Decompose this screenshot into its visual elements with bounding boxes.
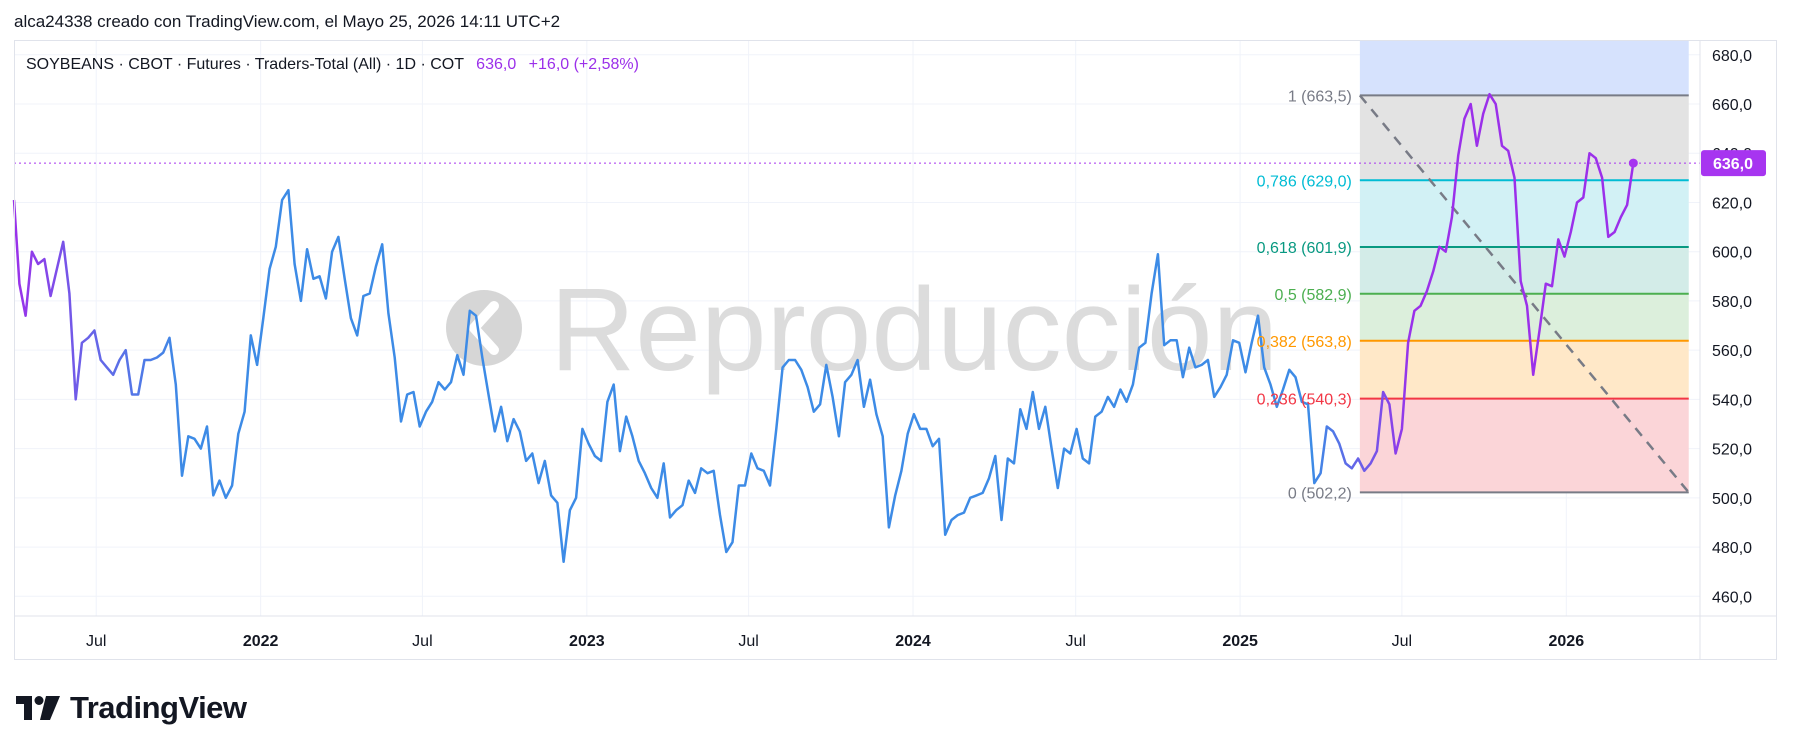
y-tick-label: 500,0	[1712, 491, 1752, 508]
legend-change: +16,0 (+2,58%)	[529, 56, 639, 73]
fib-level-label: 1 (663,5)	[1288, 88, 1352, 105]
brand-name: TradingView	[70, 690, 247, 725]
replay-watermark: Reproducción	[446, 264, 1278, 396]
x-tick-label: Jul	[1065, 633, 1085, 650]
x-tick-label: 2022	[243, 633, 279, 650]
chart-credit: alca24338 creado con TradingView.com, el…	[14, 12, 561, 31]
fib-band	[1359, 293, 1689, 341]
y-tick-label: 620,0	[1712, 195, 1752, 212]
brand[interactable]: TradingView	[16, 690, 247, 726]
last-point-marker	[1628, 158, 1638, 168]
y-tick-label: 460,0	[1712, 589, 1752, 606]
fib-band	[1359, 340, 1689, 399]
fib-level-label: 0,618 (601,9)	[1257, 240, 1352, 257]
x-tick-label: 2026	[1549, 633, 1585, 650]
x-tick-label: Jul	[412, 633, 432, 650]
y-tick-label: 480,0	[1712, 540, 1752, 557]
y-tick-label: 560,0	[1712, 343, 1752, 360]
fib-level-label: 0 (502,2)	[1288, 485, 1352, 502]
time-axis: Jul 2022 Jul 2023 Jul 2024 Jul 2025 Jul 2026	[14, 40, 1777, 660]
x-tick-label: Jul	[738, 633, 758, 650]
price-axis: 460,0 480,0 500,0 520,0 540,0 560,0 580,0 600,0…	[1700, 40, 1777, 616]
legend-symbol: SOYBEANS · CBOT · Futures · Traders-Tota…	[26, 56, 464, 73]
x-tick-label: 2023	[569, 633, 605, 650]
y-tick-label: 680,0	[1712, 48, 1752, 65]
y-tick-label: 520,0	[1712, 442, 1752, 459]
fib-level-label: 0,236 (540,3)	[1257, 392, 1352, 409]
fib-band	[1359, 180, 1689, 248]
y-tick-label: 580,0	[1712, 294, 1752, 311]
x-tick-label: 2025	[1222, 633, 1258, 650]
last-price-badge: 636,0	[1701, 150, 1766, 177]
watermark-text: Reproducción	[550, 264, 1278, 396]
series-layer	[12, 92, 1638, 564]
price-badge-bg	[1701, 150, 1766, 177]
series-line	[12, 92, 1635, 564]
fib-band	[1359, 247, 1689, 294]
y-tick-label: 600,0	[1712, 245, 1752, 262]
legend-value: 636,0	[476, 56, 516, 73]
x-tick-label: 2024	[895, 633, 931, 650]
x-tick-label: Jul	[1392, 633, 1412, 650]
fib-level-label: 0,382 (563,8)	[1257, 334, 1352, 351]
fib-band	[1359, 398, 1689, 493]
price-axis-bg	[1700, 40, 1777, 616]
fib-band-top	[1359, 40, 1689, 96]
svg-text:SOYBEANS · CBOT · Futures · Tr: SOYBEANS · CBOT · Futures · Traders-Tota…	[26, 56, 639, 73]
fib-level-label: 0,786 (629,0)	[1257, 173, 1352, 190]
fib-level-label: 0,5 (582,9)	[1274, 287, 1351, 304]
price-badge-label: 636,0	[1713, 156, 1753, 173]
fib-retracement	[1358, 40, 1690, 494]
x-tick-label: Jul	[86, 633, 106, 650]
fib-band	[1359, 95, 1689, 181]
y-tick-label: 660,0	[1712, 97, 1752, 114]
fib-level-labels: 1 (663,5) 0,786 (629,0) 0,618 (601,9) 0,5 (…	[1257, 88, 1352, 502]
tradingview-logo-icon	[16, 696, 60, 720]
y-tick-label: 540,0	[1712, 392, 1752, 409]
chart-legend: SOYBEANS · CBOT · Futures · Traders-Tota…	[26, 56, 639, 73]
